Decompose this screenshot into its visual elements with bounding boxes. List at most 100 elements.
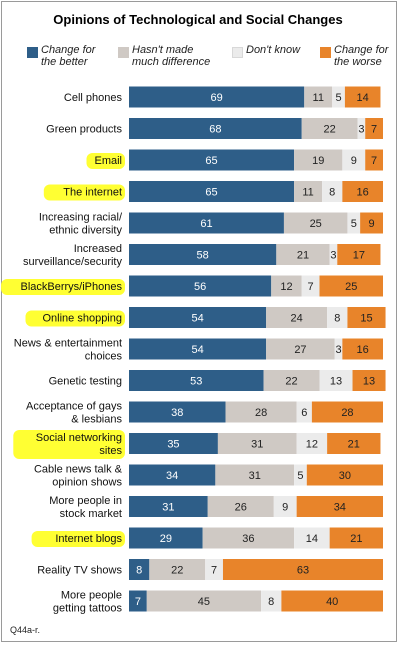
svg-text:Internet blogs: Internet blogs <box>55 533 122 545</box>
bar-segment-worse <box>281 590 383 612</box>
bar-segment-worse <box>347 307 386 328</box>
data-label-better: 65 <box>205 187 217 199</box>
bar-segment-better <box>129 496 208 517</box>
bar-segment-no-difference <box>149 559 206 580</box>
bar-segment-better <box>129 464 216 486</box>
data-label-better: 68 <box>209 124 221 136</box>
data-label-worse: 15 <box>360 313 372 325</box>
svg-text:Online shopping: Online shopping <box>42 313 122 325</box>
data-label-dont-know: 13 <box>330 376 342 388</box>
data-label-better: 8 <box>136 565 142 577</box>
bar-segment-no-difference <box>215 464 295 486</box>
bar-segment-no-difference <box>217 433 297 454</box>
svg-text:opinion shows: opinion shows <box>52 477 122 489</box>
data-label-worse: 13 <box>363 376 375 388</box>
data-label-better: 65 <box>205 155 217 167</box>
legend-swatch-no-difference <box>118 47 129 58</box>
data-label-dont-know: 3 <box>335 344 341 356</box>
data-label-worse: 34 <box>334 502 346 514</box>
data-label-worse: 7 <box>371 155 377 167</box>
bar-segment-no-difference <box>294 149 343 171</box>
bar-segment-no-difference <box>202 527 295 549</box>
data-label-worse: 14 <box>357 92 369 104</box>
data-label-worse: 21 <box>348 439 360 451</box>
bar-segment-worse <box>327 433 381 454</box>
svg-text:Reality TV shows: Reality TV shows <box>37 565 122 577</box>
label-highlight <box>25 310 125 327</box>
label-highlight <box>86 153 125 169</box>
bar-segment-better <box>129 118 302 139</box>
svg-text:Green products: Green products <box>46 124 122 136</box>
svg-text:News & entertainment: News & entertainment <box>14 338 122 350</box>
data-label-dont-know: 5 <box>351 218 357 230</box>
svg-text:Email: Email <box>94 155 122 167</box>
bar-segment-dont-know <box>332 86 345 108</box>
svg-text:More people: More people <box>61 590 122 602</box>
data-label-worse: 21 <box>350 533 362 545</box>
data-label-better: 61 <box>200 218 212 230</box>
bar-segment-dont-know <box>347 212 361 234</box>
label-highlight <box>31 531 126 547</box>
data-label-no-difference: 24 <box>291 313 303 325</box>
bar-segment-worse <box>311 401 383 423</box>
bar-segment-better <box>129 86 305 108</box>
bar-segment-dont-know <box>296 433 328 454</box>
bar-segment-better <box>129 244 277 265</box>
category-label: Online shopping <box>25 310 125 327</box>
bar-segment-dont-know <box>273 496 297 517</box>
data-label-dont-know: 5 <box>335 92 341 104</box>
data-label-no-difference: 31 <box>251 439 263 451</box>
data-label-dont-know: 6 <box>301 407 307 419</box>
svg-text:Cell phones: Cell phones <box>64 92 123 104</box>
bar-segment-dont-know <box>301 275 320 297</box>
data-label-no-difference: 45 <box>198 596 210 608</box>
bar-segment-better <box>129 307 267 328</box>
bar-segment-worse <box>365 118 383 139</box>
bar-segment-better <box>129 559 150 580</box>
bar-segment-worse <box>344 86 381 108</box>
data-label-better: 58 <box>197 250 209 262</box>
data-label-no-difference: 11 <box>313 92 324 104</box>
data-label-no-difference: 25 <box>310 218 322 230</box>
bar-segment-worse <box>222 559 383 580</box>
bar-segment-no-difference <box>271 275 302 297</box>
bar-segment-dont-know <box>334 338 343 360</box>
svg-text:& lesbians: & lesbians <box>71 414 122 426</box>
svg-text:Increased: Increased <box>74 243 122 255</box>
data-label-better: 38 <box>171 407 183 419</box>
data-label-worse: 63 <box>297 565 309 577</box>
category-label: Green products <box>46 124 122 136</box>
data-label-better: 7 <box>135 596 141 608</box>
data-label-worse: 30 <box>339 470 351 482</box>
data-label-no-difference: 31 <box>249 470 261 482</box>
data-label-dont-know: 3 <box>330 250 336 262</box>
data-label-dont-know: 9 <box>282 502 288 514</box>
bar-segment-no-difference <box>266 307 328 328</box>
bar-segment-worse <box>365 149 383 171</box>
data-label-dont-know: 12 <box>306 439 318 451</box>
bar-segment-no-difference <box>283 212 348 234</box>
bar-segment-no-difference <box>263 370 320 391</box>
data-label-dont-know: 3 <box>358 124 364 136</box>
bar-segment-no-difference <box>266 338 335 360</box>
data-label-no-difference: 22 <box>324 124 336 136</box>
svg-text:The internet: The internet <box>63 187 122 199</box>
bar-segment-better <box>129 401 226 423</box>
bar-segment-worse <box>342 181 383 202</box>
bar-segment-dont-know <box>327 307 348 328</box>
svg-text:ethnic diversity: ethnic diversity <box>49 225 122 237</box>
bar-segment-no-difference <box>146 590 262 612</box>
data-label-no-difference: 21 <box>297 250 309 262</box>
category-label: Genetic testing <box>49 376 122 388</box>
label-highlight <box>43 184 125 201</box>
data-label-dont-know: 5 <box>297 470 303 482</box>
data-label-worse: 9 <box>369 218 375 230</box>
data-label-dont-know: 8 <box>329 187 335 199</box>
data-label-better: 53 <box>190 376 202 388</box>
data-label-dont-know: 7 <box>211 565 217 577</box>
data-label-worse: 28 <box>341 407 353 419</box>
